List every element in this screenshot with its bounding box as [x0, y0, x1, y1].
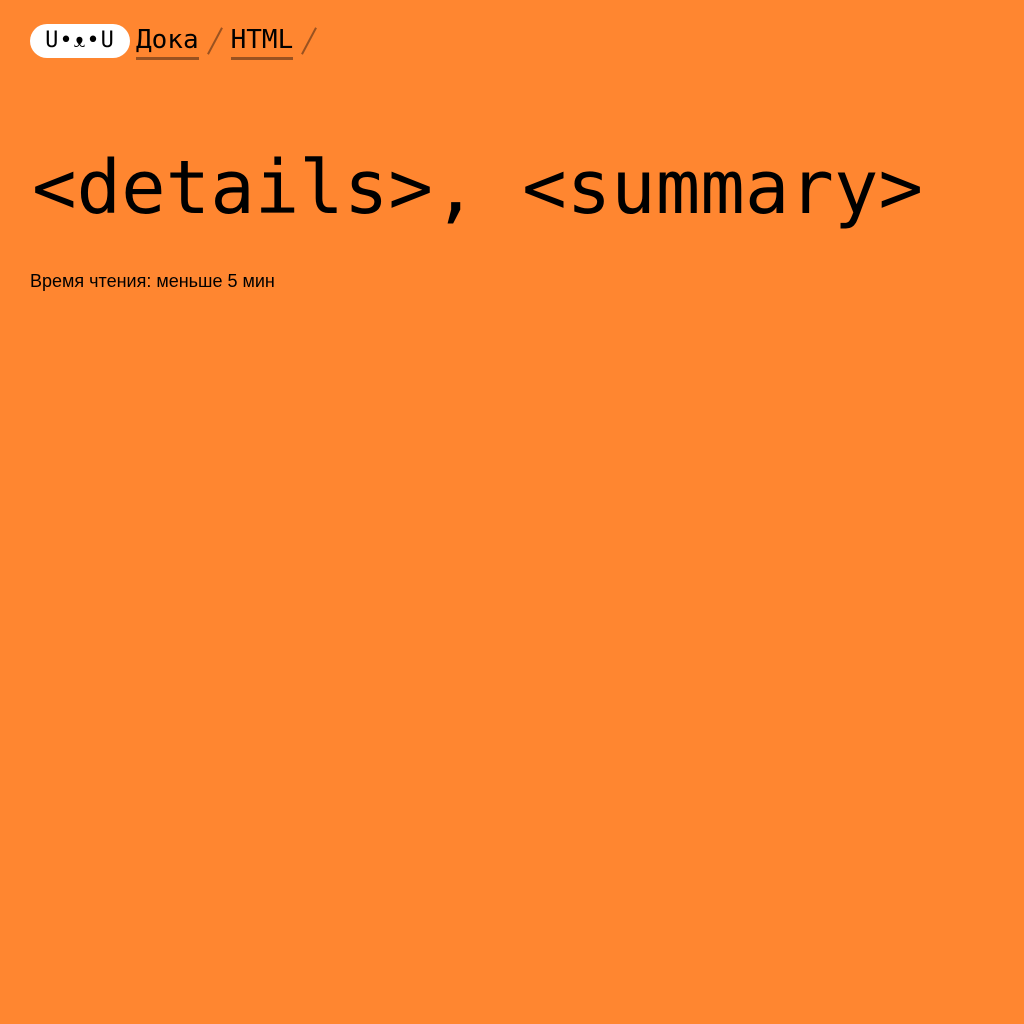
page-title: <details>, <summary>: [32, 145, 924, 231]
breadcrumb-item-html[interactable]: HTML: [230, 24, 294, 60]
logo-home-link[interactable]: U•ᴥ•U: [30, 24, 130, 58]
breadcrumb-separator: [299, 24, 319, 56]
breadcrumb: U•ᴥ•U Дока HTML: [30, 24, 325, 64]
breadcrumb-separator: [205, 24, 225, 56]
reading-time: Время чтения: меньше 5 мин: [30, 271, 275, 291]
breadcrumb-item-doka[interactable]: Дока: [136, 24, 199, 60]
